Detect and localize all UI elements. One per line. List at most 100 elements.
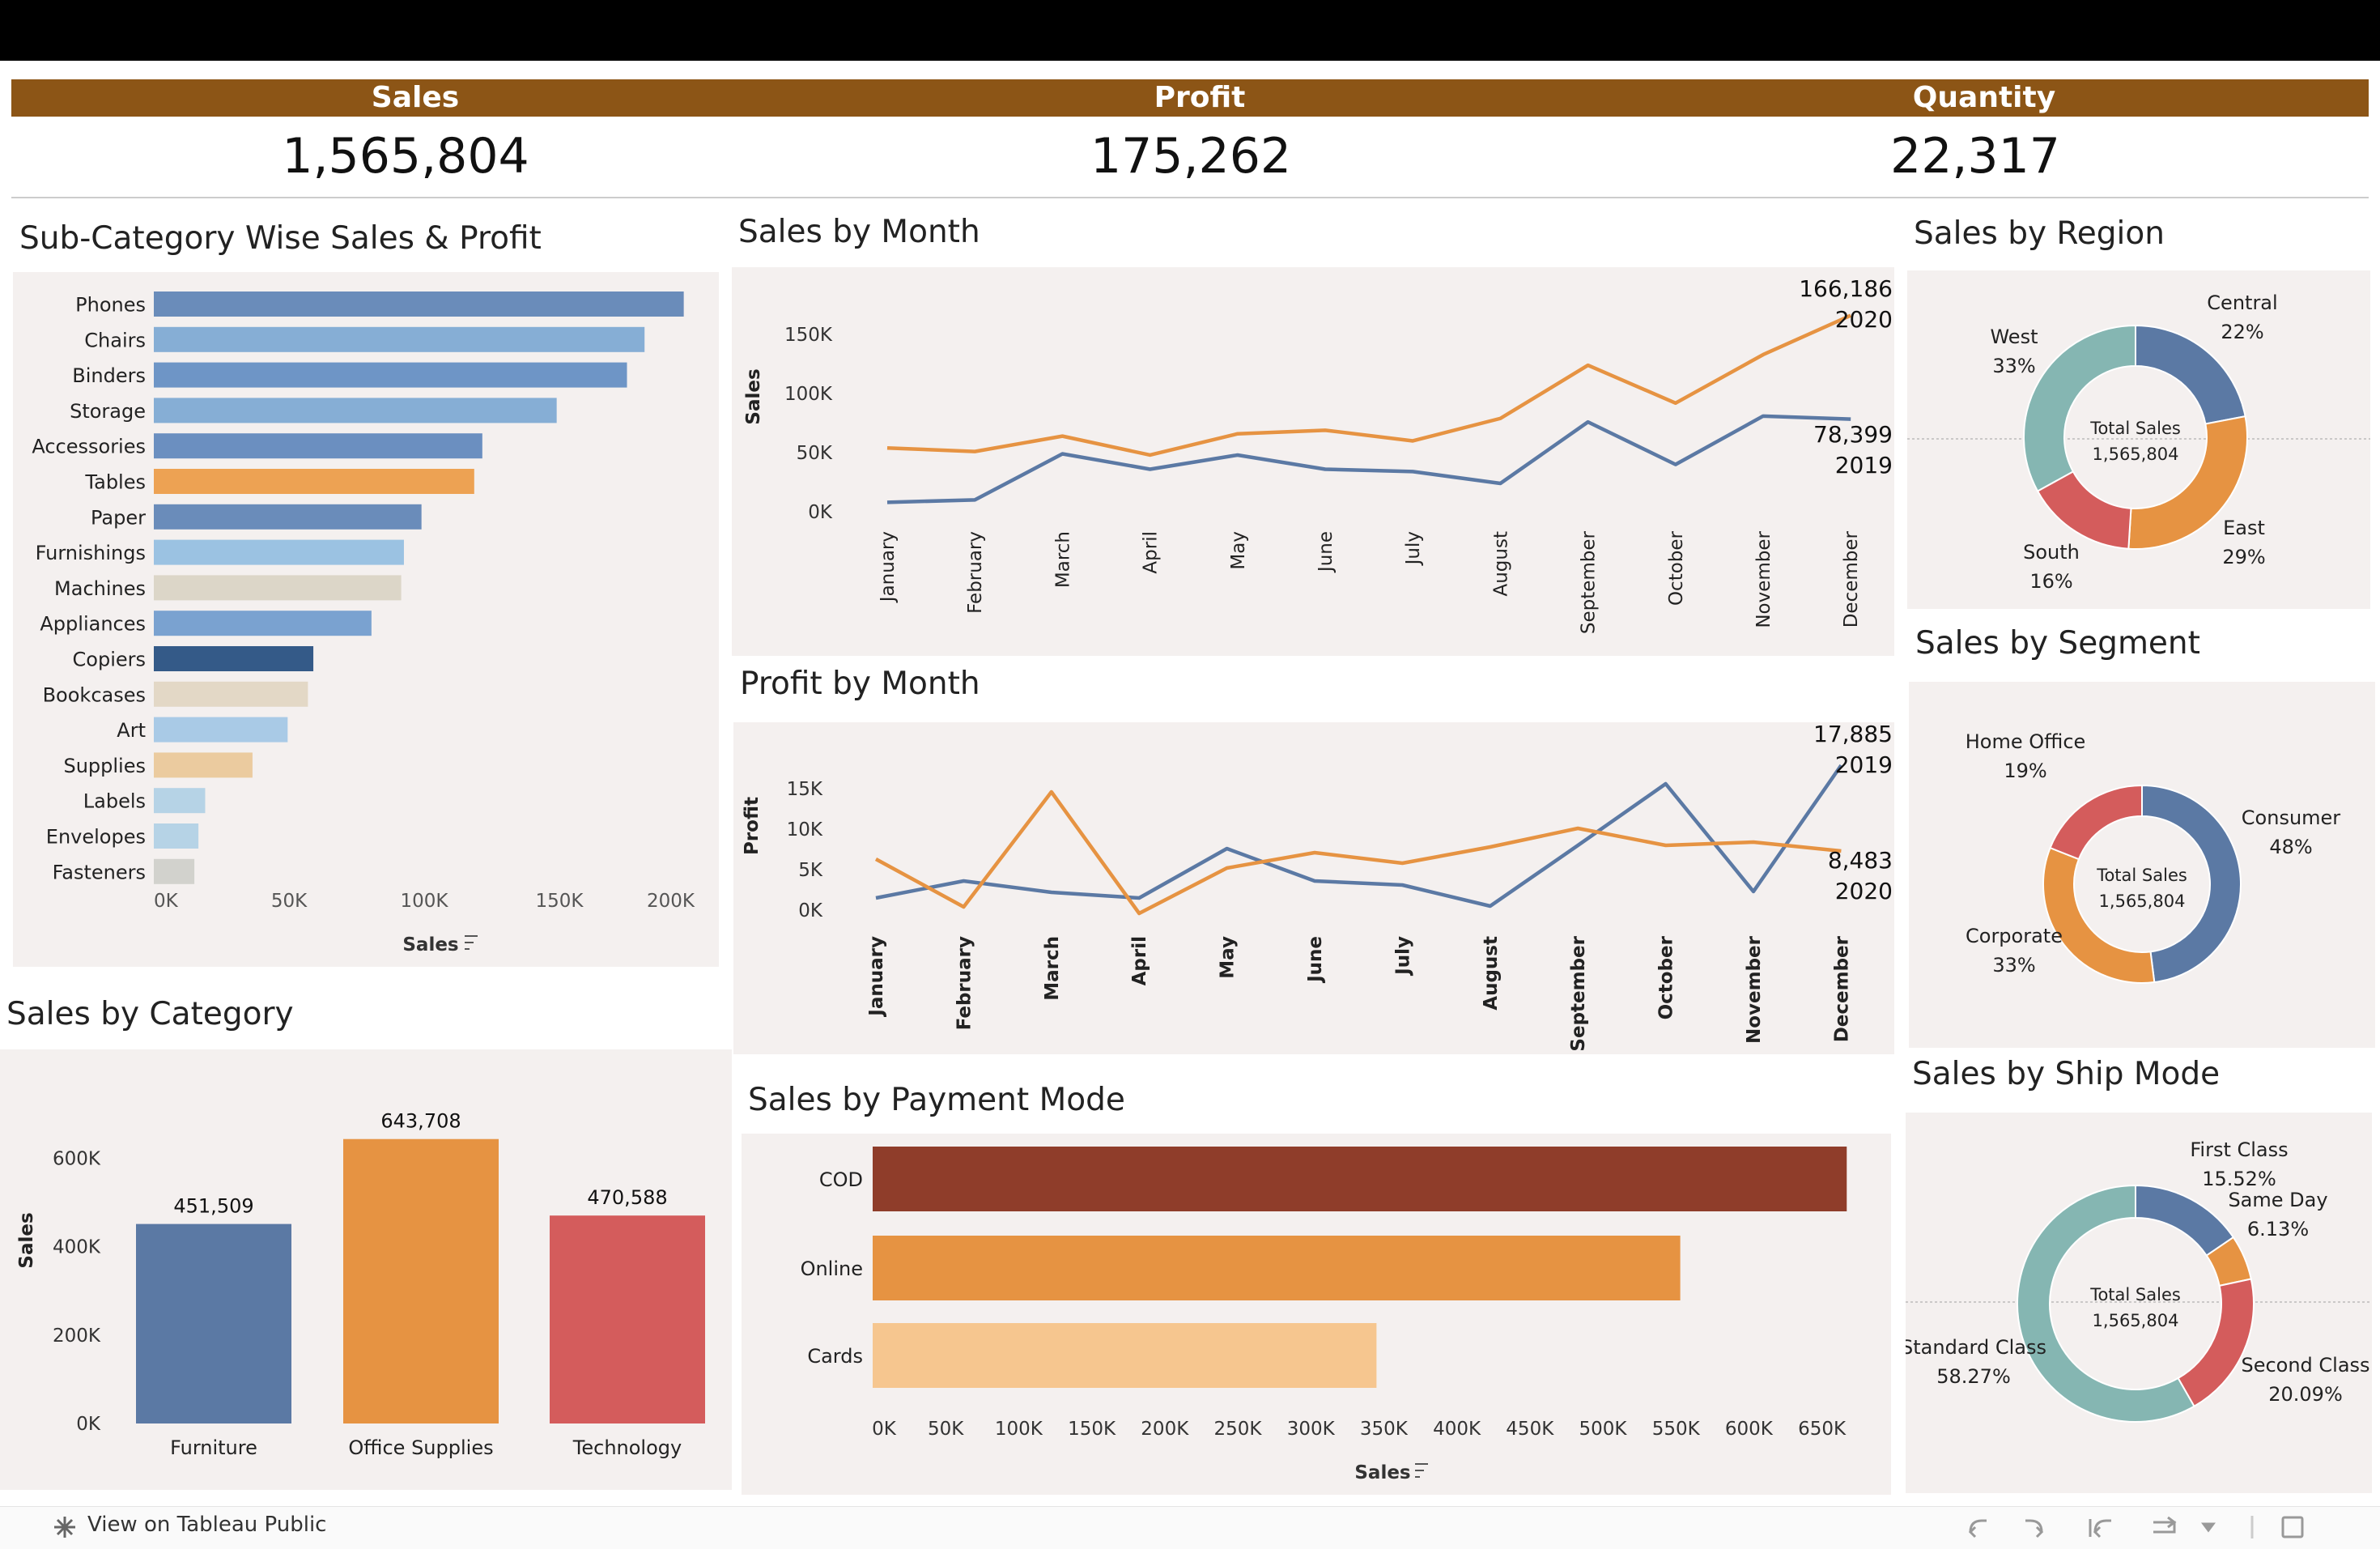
slice-label-west: West [1990,326,2038,348]
slice-pct-south: 16% [2029,570,2072,593]
segment-title: Sales by Segment [1915,625,2200,662]
category-bar-technology [550,1215,705,1423]
payment-xtick: 650K [1798,1419,1847,1440]
subcat-bar-labels [154,788,206,814]
subcat-bar-chairs [154,326,645,352]
subcat-xtick: 150K [536,891,584,912]
subcat-label-machines: Machines [54,577,146,600]
center-value: 1,565,804 [2093,1311,2179,1330]
subcat-label-appliances: Appliances [40,613,146,636]
payment-sort-icon [1415,1463,1428,1478]
subcategory-panel: Phones Chairs Binders Storage Accessories Tab… [13,272,719,967]
slice-label-same-day: Same Day [2228,1189,2327,1211]
subcat-label-supplies: Supplies [63,755,146,777]
view-on-tableau-link[interactable]: View on Tableau Public [87,1513,327,1537]
ytick: 100K [784,384,833,405]
payment-xtick: 50K [928,1419,964,1440]
shipmode-title: Sales by Ship Mode [1912,1056,2221,1092]
subcategory-chart: Phones Chairs Binders Storage Accessories Tab… [32,292,695,955]
subcat-label-fasteners: Fasteners [53,861,146,883]
subcat-bar-accessories [154,433,482,459]
subcat-label-binders: Binders [72,364,146,387]
slice-pct-same-day: 6.13% [2247,1218,2309,1240]
redo-icon[interactable] [2025,1519,2044,1538]
subcat-bar-envelopes [154,823,199,849]
sales-month-title: Sales by Month [738,214,980,250]
ytick: 0K [808,502,833,523]
month-label-august: August [1481,936,1502,1011]
undo-icon[interactable] [1968,1519,1987,1538]
category-name-office-supplies: Office Supplies [348,1436,493,1459]
center-value: 1,565,804 [2099,892,2186,911]
region-panel: Central 22% East 29% South 16% West 33% Total Sa… [1907,270,2370,609]
slice-label-standard-class: Standard Class [1906,1336,2046,1359]
month-label-february: February [965,531,986,614]
slice-second-class [2177,1278,2255,1408]
ytick: 0K [798,900,823,921]
kpi-sales-label: Sales [371,81,460,114]
revert-icon[interactable] [2089,1519,2111,1538]
subcat-label-bookcases: Bookcases [43,683,146,706]
kpi-quantity-label: Quantity [1912,81,2056,114]
end-value-2020: 8,483 [1828,847,1893,874]
fullscreen-icon[interactable] [2281,1516,2304,1538]
ytick: 10K [787,819,823,840]
payment-panel: COD Online Cards 0K 50K 100K 150K 200K 250K 300K 3… [742,1134,1891,1495]
refresh-icon[interactable] [2153,1516,2177,1534]
footer-toolbar [1968,1516,2304,1538]
subcat-bar-fasteners [154,858,195,884]
month-label-june: June [1305,936,1326,984]
category-chart: 0K 200K 400K 600K Sales 451,509 Furniture 643,7… [16,1110,705,1459]
category-name-technology: Technology [572,1436,682,1459]
payment-xtick: 450K [1506,1419,1554,1440]
subcat-xlabel: Sales [402,934,458,955]
category-ytick: 200K [53,1326,101,1347]
category-name-furniture: Furniture [170,1436,257,1459]
subcat-label-chairs: Chairs [84,329,146,351]
payment-xtick: 300K [1287,1419,1336,1440]
subcat-bar-tables [154,469,474,494]
month-label-april: April [1129,936,1150,985]
slice-east [2127,415,2248,550]
center-label: Total Sales [2089,419,2181,438]
month-label-december: December [1841,530,1862,628]
month-label-november: November [1753,530,1774,628]
end-year-2020: 2020 [1835,878,1893,904]
month-label-may: May [1218,936,1239,979]
slice-label-east: East [2223,517,2265,539]
subcat-label-storage: Storage [70,400,146,423]
slice-pct-corporate: 33% [1992,954,2035,977]
payment-xtick: 500K [1579,1419,1628,1440]
payment-title: Sales by Payment Mode [748,1082,1125,1118]
month-label-february: February [954,936,975,1030]
month-label-june: June [1315,531,1337,573]
end-value-2019: 78,399 [1813,421,1893,448]
kpi-quantity-value: 22,317 [1890,128,2060,185]
ytick: 5K [798,860,823,881]
slice-label-corporate: Corporate [1966,925,2063,947]
subcat-label-phones: Phones [75,294,146,317]
y-axis-label: Profit [742,797,763,855]
category-title: Sales by Category [6,996,294,1032]
slice-pct-second-class: 20.09% [2268,1383,2343,1406]
subcat-bar-paper [154,504,422,530]
end-value-2019: 17,885 [1813,722,1893,747]
slice-consumer [2141,784,2242,984]
category-bar-office-supplies [343,1138,499,1423]
payment-label-cod: COD [819,1168,863,1191]
profit-month-chart: 0K 5K 10K 15K Profit January February March Apri… [742,721,1893,1052]
month-label-july: July [1403,531,1424,566]
ytick: 150K [784,325,833,346]
payment-xtick: 0K [872,1419,897,1440]
payment-xtick: 550K [1652,1419,1701,1440]
subcat-bar-storage [154,398,557,423]
payment-xtick: 100K [995,1419,1043,1440]
segment-panel: Consumer 48% Corporate 33% Home Office 19% Tot… [1909,682,2375,1048]
payment-bar-cod [873,1147,1847,1211]
payment-xlabel: Sales [1354,1462,1410,1483]
pause-dropdown-icon[interactable] [2201,1522,2216,1533]
category-ytick: 600K [53,1149,101,1170]
category-panel: 0K 200K 400K 600K Sales 451,509 Furniture 643,7… [0,1049,732,1490]
payment-label-online: Online [801,1257,863,1280]
month-label-july: July [1392,936,1413,977]
